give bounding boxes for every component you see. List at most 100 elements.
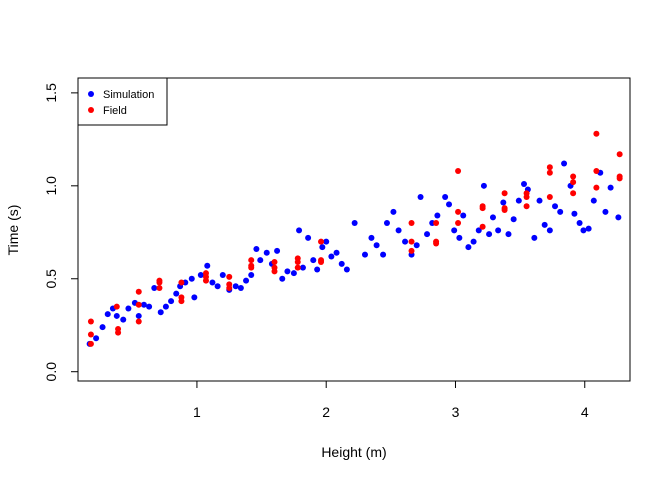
point-simulation <box>305 234 312 241</box>
point-simulation <box>93 335 100 342</box>
point-simulation <box>157 309 164 316</box>
point-simulation <box>290 270 297 277</box>
point-simulation <box>338 260 345 267</box>
point-simulation <box>576 219 583 226</box>
x-axis-title: Height (m) <box>321 444 386 460</box>
point-field <box>546 164 553 171</box>
point-simulation <box>125 305 132 312</box>
point-simulation <box>585 225 592 232</box>
point-simulation <box>413 242 420 249</box>
point-simulation <box>314 266 321 273</box>
point-simulation <box>424 231 431 238</box>
data-points <box>86 130 623 347</box>
point-field <box>593 167 600 174</box>
point-field <box>501 190 508 197</box>
point-simulation <box>500 199 507 206</box>
point-field <box>156 277 163 284</box>
point-field <box>570 190 577 197</box>
point-simulation <box>520 180 527 187</box>
point-simulation <box>323 238 330 245</box>
point-field <box>271 259 278 266</box>
point-simulation <box>204 262 211 269</box>
point-simulation <box>615 214 622 221</box>
point-simulation <box>120 316 127 323</box>
point-field <box>501 205 508 212</box>
point-simulation <box>546 227 553 234</box>
point-field <box>135 288 142 295</box>
point-simulation <box>402 238 409 245</box>
point-field <box>294 255 301 262</box>
point-field <box>593 130 600 137</box>
point-field <box>546 169 553 176</box>
point-simulation <box>417 193 424 200</box>
point-simulation <box>328 253 335 260</box>
point-simulation <box>343 266 350 273</box>
point-simulation <box>470 238 477 245</box>
point-simulation <box>395 227 402 234</box>
point-simulation <box>489 214 496 221</box>
y-tick-label: 1.5 <box>43 83 59 103</box>
point-simulation <box>209 279 216 286</box>
legend-marker-simulation <box>88 91 94 97</box>
point-field <box>248 264 255 271</box>
point-simulation <box>162 303 169 310</box>
point-field <box>156 285 163 292</box>
point-simulation <box>590 197 597 204</box>
point-simulation <box>351 219 358 226</box>
point-simulation <box>475 227 482 234</box>
point-simulation <box>373 242 380 249</box>
legend-marker-field <box>88 107 94 113</box>
point-simulation <box>557 208 564 215</box>
point-field <box>546 193 553 200</box>
point-simulation <box>380 251 387 258</box>
legend-label-field: Field <box>103 105 127 117</box>
point-field <box>408 219 415 226</box>
x-axis: 1 2 3 4 <box>193 380 589 420</box>
point-simulation <box>451 227 458 234</box>
point-field <box>455 219 462 226</box>
point-field <box>87 340 94 347</box>
point-simulation <box>541 221 548 228</box>
point-field <box>178 294 185 301</box>
point-simulation <box>607 184 614 191</box>
legend-label-simulation: Simulation <box>103 89 154 101</box>
point-simulation <box>279 275 286 282</box>
point-simulation <box>188 275 195 282</box>
point-field <box>318 238 325 245</box>
point-field <box>248 257 255 264</box>
point-field <box>226 285 233 292</box>
x-tick-label: 3 <box>452 404 460 420</box>
point-simulation <box>310 257 317 264</box>
x-tick-label: 4 <box>581 404 589 420</box>
point-simulation <box>486 231 493 238</box>
point-simulation <box>296 227 303 234</box>
point-field <box>570 173 577 180</box>
point-simulation <box>146 303 153 310</box>
point-field <box>433 219 440 226</box>
point-simulation <box>368 234 375 241</box>
point-simulation <box>319 244 326 251</box>
point-field <box>178 279 185 286</box>
point-field <box>408 247 415 254</box>
point-simulation <box>456 234 463 241</box>
point-simulation <box>135 312 142 319</box>
point-simulation <box>113 312 120 319</box>
point-field <box>226 273 233 280</box>
point-simulation <box>257 257 264 264</box>
point-field <box>523 190 530 197</box>
legend: Simulation Field <box>77 77 168 126</box>
point-simulation <box>151 285 158 292</box>
point-field <box>433 240 440 247</box>
point-simulation <box>232 283 239 290</box>
point-field <box>570 179 577 186</box>
point-field <box>115 329 122 336</box>
point-simulation <box>191 294 198 301</box>
point-simulation <box>274 247 281 254</box>
y-tick-label: 1.0 <box>43 176 59 196</box>
point-field <box>455 167 462 174</box>
point-simulation <box>140 301 147 308</box>
point-simulation <box>104 311 111 318</box>
point-simulation <box>446 201 453 208</box>
point-simulation <box>237 285 244 292</box>
